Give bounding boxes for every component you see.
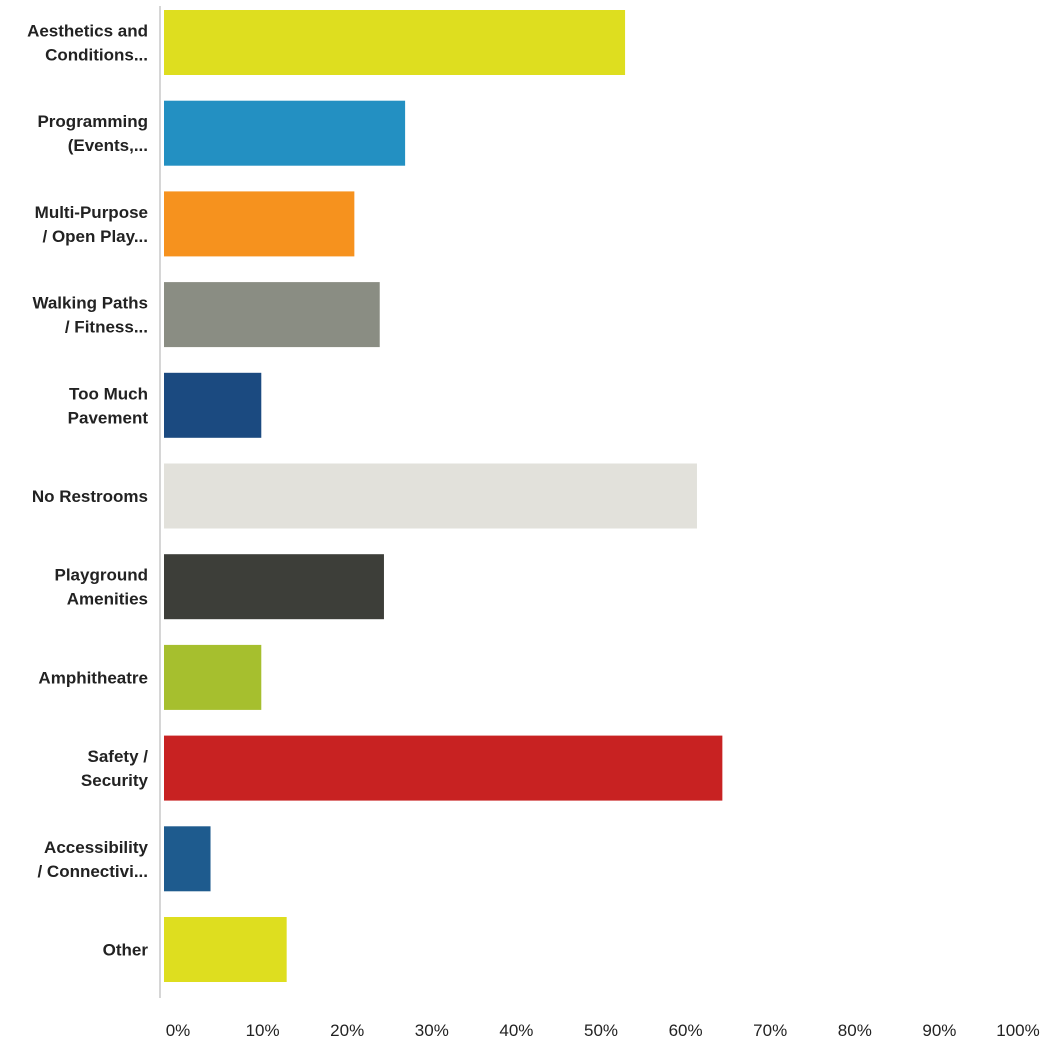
category-labels: Aesthetics and Conditions... Programming (E… xyxy=(27,22,148,960)
bar-no-restrooms xyxy=(164,463,697,529)
category-label-line: Security xyxy=(81,771,149,790)
category-label-line: Pavement xyxy=(68,408,149,427)
x-tick-label: 10% xyxy=(246,1021,280,1040)
x-tick-label: 90% xyxy=(922,1021,956,1040)
category-label-line: Accessibility xyxy=(44,838,148,857)
category-label-line: Programming xyxy=(37,112,148,131)
x-tick-label: 50% xyxy=(584,1021,618,1040)
x-tick-label: 30% xyxy=(415,1021,449,1040)
category-label-line: Amphitheatre xyxy=(38,668,148,687)
category-label-line: Amenities xyxy=(67,590,148,609)
category-label-line: Playground xyxy=(54,566,148,585)
x-tick-label: 80% xyxy=(838,1021,872,1040)
category-label-line: Conditions... xyxy=(45,46,148,65)
x-tick-label: 70% xyxy=(753,1021,787,1040)
category-label-accessibility-connectivi: Accessibility / Connectivi... xyxy=(37,838,148,881)
category-label-line: (Events,... xyxy=(68,136,148,155)
bar-playground-amenities xyxy=(164,554,384,620)
x-tick-label: 60% xyxy=(669,1021,703,1040)
category-label-safety-security: Safety / Security xyxy=(81,747,149,790)
category-label-line: / Fitness... xyxy=(65,318,148,337)
category-label-line: / Open Play... xyxy=(43,227,149,246)
category-label-line: Walking Paths xyxy=(32,294,148,313)
bar-multi-purpose-open-play xyxy=(164,191,355,257)
bar-safety-security xyxy=(164,735,723,801)
category-label-aesthetics-and-conditions: Aesthetics and Conditions... xyxy=(27,22,148,65)
x-tick-label: 40% xyxy=(499,1021,533,1040)
category-label-line: Too Much xyxy=(69,384,148,403)
bars-group xyxy=(164,10,723,982)
category-label-multi-purpose-open-play: Multi-Purpose / Open Play... xyxy=(35,203,148,246)
bar-amphitheatre xyxy=(164,644,262,710)
category-label-walking-paths-fitness: Walking Paths / Fitness... xyxy=(32,294,148,337)
category-label-line: No Restrooms xyxy=(32,487,148,506)
bar-accessibility-connectivi xyxy=(164,826,211,892)
bar-other xyxy=(164,917,287,982)
x-tick-labels: 0% 10% 20% 30% 40% 50% 60% 70% 80% 90% 100% xyxy=(166,1021,1040,1040)
bar-too-much-pavement xyxy=(164,372,262,438)
category-label-line: Multi-Purpose xyxy=(35,203,148,222)
category-label-line: Other xyxy=(103,941,149,960)
category-label-too-much-pavement: Too Much Pavement xyxy=(68,384,149,427)
x-tick-label: 100% xyxy=(996,1021,1039,1040)
category-label-programming-events: Programming (Events,... xyxy=(37,112,148,155)
bar-aesthetics-and-conditions xyxy=(164,10,626,75)
category-label-playground-amenities: Playground Amenities xyxy=(54,566,148,609)
x-tick-label: 20% xyxy=(330,1021,364,1040)
category-label-amphitheatre: Amphitheatre xyxy=(38,668,148,687)
category-label-line: / Connectivi... xyxy=(37,862,148,881)
bar-walking-paths-fitness xyxy=(164,282,380,348)
x-tick-label: 0% xyxy=(166,1021,191,1040)
bar-programming-events xyxy=(164,100,406,166)
category-label-line: Safety / xyxy=(88,747,149,766)
category-label-other: Other xyxy=(103,941,149,960)
category-label-no-restrooms: No Restrooms xyxy=(32,487,148,506)
category-label-line: Aesthetics and xyxy=(27,22,148,41)
